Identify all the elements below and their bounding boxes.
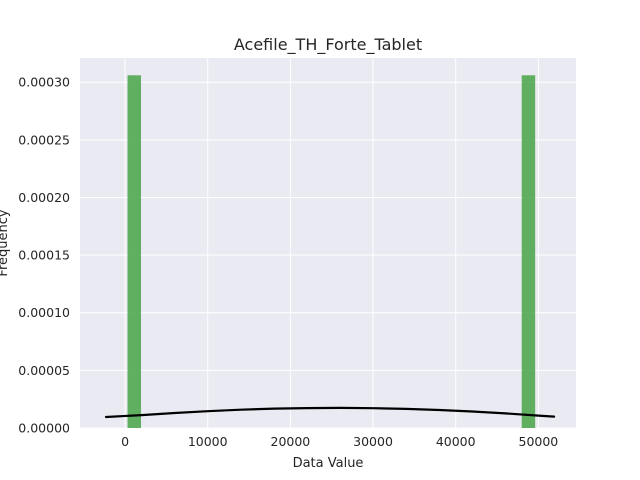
y-tick-label: 0.00000 bbox=[18, 421, 70, 436]
x-tick-label: 10000 bbox=[188, 434, 228, 449]
density-curve-group bbox=[104, 406, 556, 419]
y-axis-ticks: 0.00000 0.00005 0.00010 0.00015 0.00020 0.000… bbox=[18, 75, 70, 436]
x-tick-label: 30000 bbox=[353, 434, 393, 449]
x-tick-label: 20000 bbox=[271, 434, 311, 449]
y-tick-label: 0.00020 bbox=[18, 190, 70, 205]
y-tick-label: 0.00030 bbox=[18, 75, 70, 90]
y-tick-label: 0.00010 bbox=[18, 305, 70, 320]
y-tick-label: 0.00025 bbox=[18, 132, 70, 147]
y-tick-label: 0.00015 bbox=[18, 248, 70, 263]
x-axis-ticks: 0 10000 20000 30000 40000 50000 bbox=[121, 434, 558, 449]
histogram-bar bbox=[521, 75, 536, 428]
x-tick-label: 50000 bbox=[519, 434, 559, 449]
x-tick-label: 0 bbox=[121, 434, 129, 449]
chart-title: Acefile_TH_Forte_Tablet bbox=[234, 35, 422, 55]
density-curve bbox=[104, 406, 556, 419]
y-axis-label: Frequency bbox=[0, 209, 11, 276]
grid-lines bbox=[80, 58, 576, 429]
x-axis-label: Data Value bbox=[293, 456, 364, 471]
plot-area bbox=[80, 58, 576, 428]
histogram-bar bbox=[127, 75, 142, 428]
y-tick-label: 0.00005 bbox=[18, 363, 70, 378]
histogram-bars bbox=[127, 75, 536, 428]
x-tick-label: 40000 bbox=[436, 434, 476, 449]
